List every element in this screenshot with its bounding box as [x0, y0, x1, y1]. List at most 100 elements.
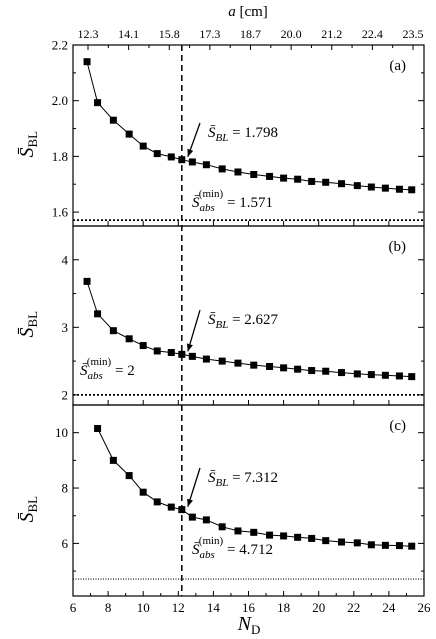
sbl-symbol: S̄ — [208, 125, 216, 141]
data-point — [322, 537, 330, 545]
data-point — [338, 538, 346, 546]
data-point — [234, 527, 242, 535]
y-tick-label: 1.6 — [52, 205, 69, 220]
data-point — [353, 370, 361, 378]
top-tick-label: 20.0 — [281, 27, 302, 41]
sbl-annotation: S̄BL = 1.798 — [208, 125, 278, 144]
panel-frame — [72, 404, 425, 597]
top-axis: a [cm] 12.3 14.1 15.8 17.3 18.7 20.0 21.2 22.4 2… — [78, 4, 424, 50]
y-axis-sub: BL — [25, 496, 40, 513]
x-axis-var: N — [237, 613, 253, 635]
data-point — [308, 367, 316, 375]
y-tick-label: 2.0 — [52, 93, 68, 108]
data-point — [367, 183, 375, 191]
data-point — [188, 352, 196, 360]
data-point — [94, 310, 102, 318]
top-tick-label: 18.7 — [240, 27, 261, 41]
sabs-symbol: S̄ — [80, 363, 88, 379]
y-tick-label: 8 — [62, 481, 69, 496]
y-tick-label: 4 — [62, 252, 69, 267]
sabs-sub: abs — [200, 549, 215, 561]
top-axis-title: a [cm] — [228, 4, 268, 20]
data-point — [250, 528, 258, 536]
x-axis-sub: D — [251, 622, 260, 637]
x-tick-label: 26 — [418, 600, 432, 615]
data-point — [109, 116, 117, 124]
sabs-value: = 1.571 — [223, 195, 273, 211]
sbl-value: = 7.312 — [228, 470, 278, 486]
data-point — [83, 277, 91, 285]
data-point — [353, 182, 361, 190]
data-point — [139, 142, 147, 150]
data-point — [153, 150, 161, 158]
y-axis-title: S̄BL — [16, 311, 40, 338]
x-tick-label: 20 — [312, 600, 325, 615]
y-tick-label: 6 — [62, 536, 69, 551]
top-axis-var: a — [228, 4, 236, 20]
y-tick-label: 1.8 — [52, 149, 68, 164]
data-point — [167, 503, 175, 511]
sbl-symbol: S̄ — [208, 312, 216, 328]
data-point — [202, 516, 210, 524]
x-tick-label: 24 — [382, 600, 396, 615]
data-point — [294, 533, 302, 541]
y-axis-sub: BL — [25, 311, 40, 328]
annotation-arrowhead — [187, 148, 194, 157]
data-point — [83, 58, 91, 66]
sbl-symbol: S̄ — [208, 470, 216, 486]
data-point — [234, 168, 242, 176]
top-tick-label: 21.2 — [321, 27, 342, 41]
data-point — [294, 365, 302, 373]
data-point — [338, 369, 346, 377]
x-tick-label: 8 — [105, 600, 112, 615]
top-tick-label: 22.4 — [362, 27, 383, 41]
y-axis-title: S̄BL — [16, 496, 40, 523]
data-point — [250, 361, 258, 369]
data-point — [408, 542, 416, 550]
data-point — [381, 541, 389, 549]
data-point — [308, 534, 316, 542]
data-point — [139, 342, 147, 350]
data-point — [139, 488, 147, 496]
data-point — [367, 541, 375, 549]
data-point — [308, 177, 316, 185]
data-point — [408, 186, 416, 194]
sabs-sub: abs — [200, 202, 215, 214]
data-point — [94, 99, 102, 107]
data-point — [218, 523, 226, 531]
data-point — [218, 357, 226, 365]
data-point — [94, 425, 102, 433]
data-point — [381, 371, 389, 379]
x-tick-label: 22 — [347, 600, 360, 615]
sbl-value: = 2.627 — [228, 312, 278, 328]
x-tick-label: 10 — [137, 600, 150, 615]
data-point — [280, 174, 288, 182]
top-tick-label: 17.3 — [199, 27, 220, 41]
data-point — [167, 349, 175, 357]
bottom-axis: ND 6 8 10 12 14 16 18 20 22 24 26 — [70, 593, 431, 637]
sabs-symbol: S̄ — [192, 195, 200, 211]
sbl-annotation: S̄BL = 7.312 — [208, 470, 278, 489]
sbl-sub: BL — [216, 477, 229, 489]
x-tick-label: 14 — [207, 600, 221, 615]
data-point — [178, 350, 186, 358]
sbl-annotation: S̄BL = 2.627 — [208, 312, 279, 331]
series-line — [86, 281, 412, 378]
sabs-annotation: S̄abs (min) = 4.712 — [192, 535, 273, 561]
sabs-sup: (min) — [199, 188, 224, 200]
x-axis-title: ND — [237, 613, 261, 637]
data-point — [280, 532, 288, 540]
data-point — [294, 175, 302, 183]
top-tick-label: 14.1 — [118, 27, 139, 41]
data-point — [109, 327, 117, 335]
y-axis-symbol: S̄ — [16, 328, 38, 338]
sabs-sup: (min) — [87, 356, 112, 368]
y-axis-title: S̄BL — [16, 131, 40, 158]
data-point — [109, 456, 117, 464]
y-axis-symbol: S̄ — [16, 148, 38, 158]
sabs-sub: abs — [88, 370, 103, 382]
y-tick-label: 2.2 — [52, 38, 68, 53]
